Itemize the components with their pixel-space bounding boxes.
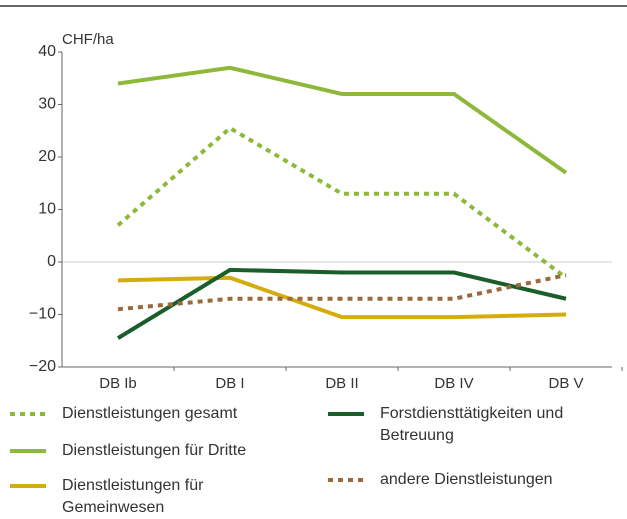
y-tick-label: −20 bbox=[29, 358, 56, 375]
series-line bbox=[117, 65, 568, 175]
series-line bbox=[116, 125, 568, 280]
legend-label: Dienstleistungen für Gemeinwesen bbox=[62, 477, 204, 516]
y-tick-label: −10 bbox=[29, 306, 56, 323]
y-tick-label: 10 bbox=[38, 201, 56, 218]
x-tick-label: DB V bbox=[548, 375, 583, 392]
legend-label: Dienstleistungen für Dritte bbox=[62, 442, 247, 459]
x-tick-label: DB IV bbox=[434, 375, 473, 392]
y-tick-label: 20 bbox=[38, 148, 56, 165]
x-tick-label: DB II bbox=[325, 375, 358, 392]
y-axis-label: CHF/ha bbox=[62, 31, 114, 48]
y-tick-label: 0 bbox=[47, 253, 56, 270]
series-line bbox=[117, 275, 567, 320]
x-tick-label: DB I bbox=[215, 375, 244, 392]
legend-label: Forstdiensttätigkeiten und Betreuung bbox=[380, 405, 564, 444]
legend-label: Dienstleistungen gesamt bbox=[62, 405, 238, 422]
series-line bbox=[117, 273, 567, 312]
y-tick-label: 40 bbox=[38, 43, 56, 60]
legend-label: andere Dienstleistungen bbox=[380, 471, 553, 488]
series-line bbox=[116, 267, 567, 340]
y-tick-label: 30 bbox=[38, 96, 56, 113]
x-tick-label: DB Ib bbox=[99, 375, 137, 392]
